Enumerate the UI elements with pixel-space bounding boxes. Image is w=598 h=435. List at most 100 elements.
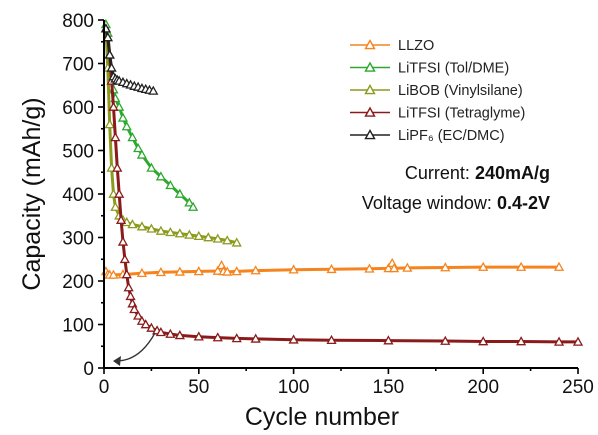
data-point: [212, 332, 223, 342]
data-point: [110, 132, 121, 142]
x-tick-label: 0: [99, 377, 110, 398]
legend-item: LiTFSI (Tetraglyme): [350, 106, 525, 122]
data-point: [478, 261, 489, 271]
data-point: [146, 322, 157, 332]
legend-label: LiTFSI (Tetraglyme): [398, 106, 525, 122]
data-point: [115, 214, 127, 224]
annotation-arrow-line: [117, 332, 156, 362]
legend-marker: [364, 84, 376, 95]
data-point: [106, 62, 117, 72]
data-point: [165, 179, 176, 190]
y-tick-label: 300: [62, 229, 94, 250]
series-litfsi-tol-dme: [100, 19, 199, 211]
data-point: [165, 226, 176, 237]
data-marks: [100, 19, 584, 346]
data-point: [140, 319, 151, 329]
data-point: [155, 266, 166, 277]
series-litfsi-tetraglyme: [100, 23, 584, 346]
x-tick-label: 50: [188, 377, 209, 398]
data-point: [184, 197, 195, 207]
x-axis-title: Cycle number: [245, 403, 399, 431]
x-tick-label: 150: [373, 377, 405, 398]
data-point: [203, 232, 214, 242]
legend-label: LLZO: [398, 38, 434, 54]
data-point: [146, 223, 157, 233]
legend-item: LLZO: [350, 38, 434, 54]
legend-item: LiBOB (Vinylsilane): [350, 83, 523, 99]
x-tick-label: 250: [562, 377, 594, 398]
data-point: [440, 335, 451, 345]
data-point: [110, 201, 121, 211]
data-point: [231, 266, 242, 276]
voltage-value: 0.4-2V: [497, 193, 550, 213]
x-tick-label: 200: [467, 377, 499, 398]
data-point: [165, 328, 176, 338]
data-point: [104, 49, 115, 59]
data-point: [136, 267, 148, 278]
y-tick-label: 400: [62, 185, 94, 206]
data-point: [193, 331, 204, 341]
series-lipf-ec-dmc: [100, 23, 159, 95]
data-point: [155, 171, 166, 181]
x-ticks: 0 50 100 150 200 250: [99, 368, 594, 398]
data-point: [123, 282, 134, 292]
current-annotation: Current: 240mA/g: [405, 163, 550, 183]
data-point: [127, 219, 138, 229]
legend-marker: [364, 106, 376, 117]
data-point: [478, 336, 489, 346]
data-point: [288, 264, 299, 274]
data-point: [516, 261, 527, 271]
data-point: [174, 266, 185, 276]
data-point: [104, 119, 115, 129]
data-point: [125, 290, 136, 301]
data-point: [553, 336, 565, 346]
data-point: [174, 330, 185, 340]
x-tick-label: 100: [278, 377, 310, 398]
data-point: [216, 260, 227, 270]
data-point: [155, 225, 166, 235]
data-point: [155, 326, 166, 337]
y-tick-label: 500: [62, 142, 94, 163]
data-point: [222, 235, 233, 245]
legend-marker: [364, 129, 376, 140]
data-point: [129, 303, 140, 314]
data-point: [193, 266, 204, 276]
voltage-annotation: Voltage window: 0.4-2V: [362, 193, 550, 213]
data-point: [146, 162, 157, 172]
data-point: [112, 162, 123, 172]
data-point: [193, 230, 204, 241]
data-point: [174, 188, 185, 198]
data-point: [133, 310, 144, 320]
data-point: [136, 149, 148, 159]
legend-label: LiBOB (Vinylsilane): [398, 83, 523, 99]
data-point: [364, 263, 375, 273]
data-point: [114, 188, 125, 198]
y-tick-label: 700: [62, 55, 94, 76]
voltage-label: Voltage window:: [362, 193, 492, 213]
data-point: [119, 253, 130, 264]
data-point: [102, 32, 113, 42]
data-point: [572, 336, 584, 346]
current-value: 240mA/g: [475, 163, 550, 183]
y-tick-label: 0: [83, 359, 94, 380]
data-point: [212, 265, 223, 275]
data-point: [553, 261, 565, 271]
annotation-arrow-head: [113, 356, 121, 366]
data-point: [121, 121, 132, 131]
data-point: [231, 237, 242, 247]
y-tick-label: 600: [62, 98, 94, 119]
legend-marker: [364, 39, 376, 50]
data-point: [133, 142, 144, 153]
data-point: [402, 262, 413, 272]
data-point: [212, 233, 223, 243]
data-point: [148, 85, 159, 95]
data-point: [108, 101, 119, 111]
series-line: [104, 28, 238, 245]
y-axis-title: Capacity (mAh/g): [18, 97, 46, 290]
data-point: [121, 269, 132, 279]
legend-item: LiPF₆ (EC/DMC): [350, 128, 505, 144]
data-point: [383, 335, 394, 345]
data-point: [222, 266, 233, 276]
y-tick-label: 100: [62, 316, 94, 337]
